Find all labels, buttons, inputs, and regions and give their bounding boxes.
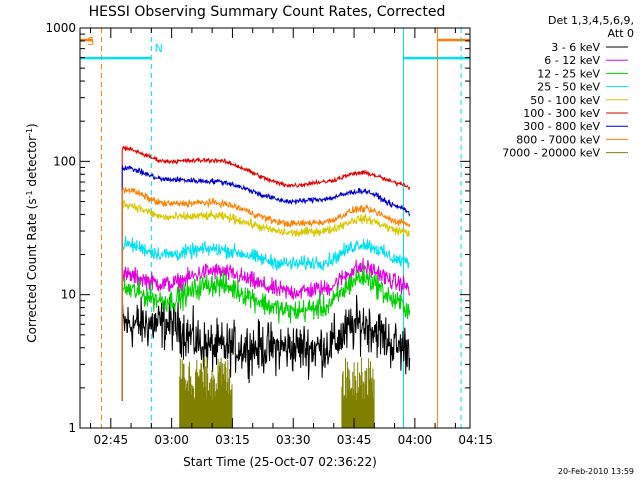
series-line-1 <box>121 257 411 401</box>
y-axis-label-sup2: -1 <box>25 128 34 136</box>
axes-box <box>79 27 471 429</box>
legend-header-1: Det 1,3,4,5,6,9, <box>548 14 634 27</box>
series-line-4 <box>121 200 411 401</box>
y-tick-label: 100 <box>53 154 76 168</box>
legend-label: 12 - 25 keV <box>537 67 600 80</box>
series-line-3 <box>121 236 410 401</box>
legend-label: 800 - 7000 keV <box>516 133 600 146</box>
series-group <box>121 144 411 428</box>
y-tick-label: 1 <box>68 421 76 435</box>
x-tick-label: 04:15 <box>458 433 493 447</box>
series-line-2 <box>121 264 411 401</box>
y-axis: 1 10 100 1000 <box>45 21 470 435</box>
legend-header-2: Att 0 <box>608 27 634 40</box>
x-tick-label: 03:15 <box>215 433 250 447</box>
x-tick-label: 03:45 <box>337 433 372 447</box>
legend-label: 300 - 800 keV <box>523 120 600 133</box>
y-axis-label: Corrected Count Rate (s-1 detector-1) <box>25 123 40 342</box>
chart-title: HESSI Observing Summary Count Rates, Cor… <box>89 4 446 20</box>
legend-label: 100 - 300 keV <box>523 107 600 120</box>
y-axis-label-main: Corrected Count Rate (s <box>25 198 39 342</box>
flag-label-N: N <box>155 42 163 55</box>
footer-timestamp: 20-Feb-2010 13:59 <box>558 467 634 476</box>
y-axis-label-sup1: -1 <box>25 190 34 198</box>
series-line-8-0 <box>179 357 233 428</box>
x-tick-label: 03:00 <box>154 433 189 447</box>
x-axis: 02:45 03:00 03:15 03:30 03:45 04:00 04:15 <box>90 28 493 447</box>
y-axis-label-end: ) <box>25 123 39 128</box>
legend-label: 25 - 50 keV <box>537 81 600 94</box>
series-line-6 <box>121 164 411 401</box>
observing-flags: SN <box>80 28 470 428</box>
series-line-8-1 <box>341 357 375 428</box>
series-line-0 <box>121 294 411 401</box>
legend-label: 50 - 100 keV <box>530 94 600 107</box>
legend-label: 7000 - 20000 keV <box>502 147 600 160</box>
axes-frame <box>79 27 471 429</box>
y-tick-label: 10 <box>61 288 76 302</box>
flag-label-S: S <box>87 35 94 48</box>
series-line-7 <box>121 186 411 401</box>
x-tick-label: 02:45 <box>94 433 129 447</box>
x-tick-label: 03:30 <box>276 433 311 447</box>
series-line-5 <box>121 144 411 401</box>
y-axis-label-mid: detector <box>25 136 39 191</box>
x-axis-label: Start Time (25-Oct-07 02:36:22) <box>183 455 377 469</box>
y-tick-label: 1000 <box>45 21 76 35</box>
plot-area <box>80 28 470 428</box>
legend-label: 6 - 12 keV <box>544 54 600 67</box>
legend-label: 3 - 6 keV <box>551 41 600 54</box>
plot-background <box>80 28 470 428</box>
x-tick-label: 04:00 <box>398 433 433 447</box>
